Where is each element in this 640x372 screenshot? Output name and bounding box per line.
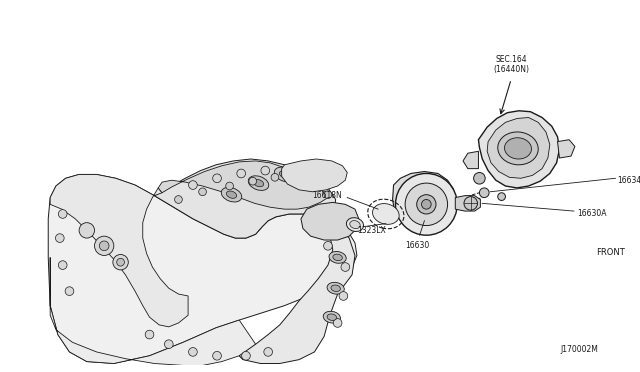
Ellipse shape (331, 285, 340, 292)
Circle shape (479, 188, 489, 198)
Polygon shape (48, 174, 357, 363)
Polygon shape (154, 159, 336, 238)
Polygon shape (239, 217, 355, 363)
Ellipse shape (333, 254, 342, 261)
Polygon shape (487, 118, 550, 178)
Ellipse shape (504, 138, 531, 159)
Circle shape (58, 210, 67, 218)
Circle shape (422, 199, 431, 209)
Polygon shape (557, 140, 575, 158)
Circle shape (113, 254, 128, 270)
Ellipse shape (280, 171, 290, 178)
Polygon shape (463, 151, 479, 169)
Circle shape (396, 173, 457, 235)
Ellipse shape (248, 176, 269, 190)
Ellipse shape (346, 218, 364, 231)
Text: J170002M: J170002M (560, 345, 598, 354)
Ellipse shape (221, 187, 242, 202)
Circle shape (264, 347, 273, 356)
Polygon shape (158, 161, 328, 209)
Text: 16634: 16634 (618, 176, 640, 185)
Text: 16618N: 16618N (313, 191, 342, 200)
Ellipse shape (275, 167, 295, 182)
Circle shape (212, 174, 221, 183)
Ellipse shape (227, 191, 237, 198)
Polygon shape (301, 202, 359, 240)
Polygon shape (455, 196, 481, 211)
Circle shape (175, 196, 182, 203)
Circle shape (271, 173, 279, 181)
Circle shape (333, 319, 342, 327)
Circle shape (226, 182, 234, 190)
Circle shape (189, 347, 197, 356)
Circle shape (65, 287, 74, 295)
Circle shape (498, 193, 506, 201)
Circle shape (237, 169, 246, 178)
Circle shape (79, 223, 95, 238)
Polygon shape (50, 174, 188, 327)
Circle shape (324, 241, 332, 250)
Circle shape (464, 197, 477, 210)
Circle shape (474, 173, 485, 184)
Circle shape (341, 263, 349, 271)
Text: SEC.164
(16440N): SEC.164 (16440N) (493, 55, 529, 74)
Circle shape (99, 241, 109, 251)
Text: 1323LX: 1323LX (357, 226, 386, 235)
Ellipse shape (327, 282, 344, 294)
Circle shape (242, 352, 250, 360)
Circle shape (198, 188, 207, 196)
Circle shape (189, 181, 197, 189)
Text: FRONT: FRONT (596, 248, 625, 257)
Circle shape (212, 352, 221, 360)
Circle shape (116, 258, 124, 266)
Circle shape (145, 330, 154, 339)
Ellipse shape (253, 179, 264, 187)
Circle shape (58, 261, 67, 269)
Polygon shape (479, 111, 559, 188)
Circle shape (417, 195, 436, 214)
Ellipse shape (323, 311, 340, 323)
Text: 16630A: 16630A (577, 209, 606, 218)
Ellipse shape (349, 221, 360, 228)
Polygon shape (392, 171, 455, 228)
Circle shape (261, 166, 269, 175)
Polygon shape (50, 257, 255, 365)
Ellipse shape (327, 314, 337, 320)
Polygon shape (282, 159, 348, 192)
Circle shape (339, 292, 348, 300)
Circle shape (324, 191, 332, 199)
Circle shape (293, 173, 301, 181)
Ellipse shape (329, 251, 346, 263)
Circle shape (312, 181, 320, 189)
Circle shape (405, 183, 447, 225)
Circle shape (95, 236, 114, 256)
Circle shape (56, 234, 64, 243)
Ellipse shape (498, 132, 538, 165)
Text: 16630: 16630 (406, 241, 430, 250)
Ellipse shape (372, 203, 399, 224)
Circle shape (249, 177, 257, 185)
Circle shape (285, 166, 294, 175)
Circle shape (164, 340, 173, 349)
